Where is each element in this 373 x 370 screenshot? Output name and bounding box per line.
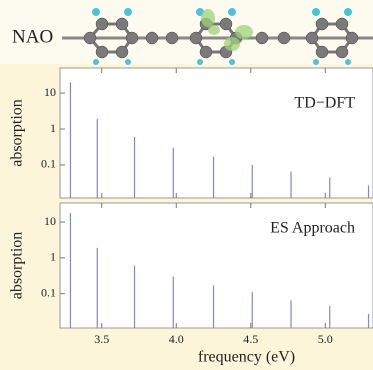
- figure: NAO 0.1 1 10 TD−DFT absorption 0.1 1 10 3.5 4.0 4.…: [0, 0, 373, 370]
- y-tick-label: 10: [44, 214, 56, 228]
- annotation: ES Approach: [270, 220, 355, 237]
- y-tick-label: 10: [44, 85, 56, 99]
- y-tick-label: 1: [50, 121, 56, 135]
- x-tick-label: 5.0: [318, 332, 333, 346]
- annotation: TD−DFT: [294, 95, 355, 112]
- molecule: NAO: [0, 0, 373, 65]
- y-tick-label: 0.1: [41, 285, 56, 299]
- molecule-label: NAO: [12, 26, 53, 47]
- y-axis-label: absorption: [9, 232, 26, 300]
- plot-area: [60, 68, 373, 198]
- x-tick-label: 4.0: [169, 332, 184, 346]
- x-tick-label: 4.5: [243, 332, 258, 346]
- y-tick-label: 0.1: [41, 157, 56, 171]
- page: {"molecule_label": "NAO", "chart_data": …: [0, 0, 373, 370]
- y-tick-label: 1: [50, 250, 56, 264]
- y-axis-label: absorption: [9, 99, 26, 167]
- x-tick-label: 3.5: [94, 332, 109, 346]
- x-axis-label: frequency (eV): [198, 349, 295, 366]
